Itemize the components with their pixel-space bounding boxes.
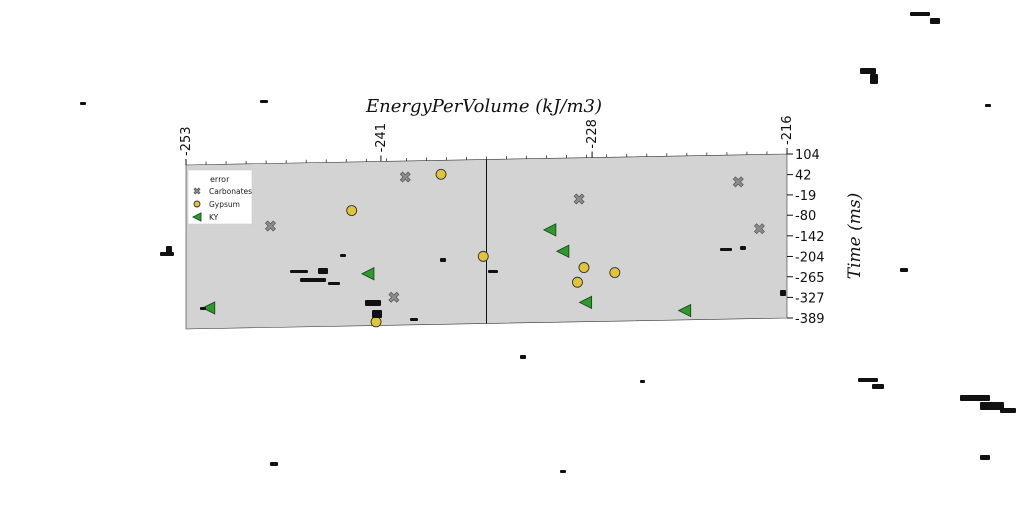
- legend-marker-gypsum: [193, 200, 201, 208]
- y-tick-label: 42: [795, 169, 812, 184]
- data-point-gypsum: [477, 250, 489, 262]
- y-tick-label: -204: [795, 250, 825, 265]
- data-point-carbonates: [573, 193, 585, 205]
- noise-speck: [270, 462, 278, 466]
- legend-title: error: [210, 175, 230, 184]
- noise-speck: [372, 310, 382, 318]
- noise-speck: [930, 18, 940, 24]
- noise-speck: [200, 307, 206, 310]
- data-point-ky: [360, 267, 375, 281]
- noise-speck: [328, 282, 340, 285]
- noise-speck: [720, 248, 732, 251]
- noise-speck: [985, 104, 991, 107]
- data-point-carbonates: [264, 220, 276, 232]
- y-axis-label: Time (ms): [845, 193, 865, 279]
- noise-speck: [166, 246, 172, 254]
- noise-speck: [260, 100, 268, 103]
- noise-speck: [160, 252, 174, 256]
- data-point-carbonates: [388, 291, 400, 303]
- data-point-gypsum: [609, 267, 621, 279]
- legend-label: Carbonates: [209, 187, 252, 196]
- noise-speck: [340, 254, 346, 257]
- noise-speck: [872, 384, 884, 389]
- noise-speck: [980, 402, 1004, 410]
- legend-label: Gypsum: [209, 200, 240, 209]
- noise-speck: [870, 74, 878, 84]
- x-tick-label: -228: [585, 119, 600, 149]
- y-tick-label: -19: [795, 189, 816, 204]
- noise-speck: [900, 268, 908, 272]
- data-point-gypsum: [370, 316, 382, 328]
- noise-speck: [780, 290, 786, 296]
- y-tick-label: 104: [795, 148, 820, 163]
- x-axis-label: EnergyPerVolume (kJ/m3): [365, 96, 602, 117]
- noise-speck: [365, 300, 381, 306]
- x-tick-label: -241: [374, 123, 389, 153]
- data-point-gypsum: [578, 262, 590, 273]
- noise-speck: [300, 278, 326, 282]
- noise-speck: [860, 68, 876, 74]
- noise-speck: [560, 470, 566, 473]
- legend-marker-carbonates: [193, 187, 201, 195]
- legend-label: KY: [209, 213, 219, 222]
- noise-speck: [80, 102, 86, 105]
- data-point-ky: [677, 303, 692, 318]
- noise-speck: [290, 270, 308, 273]
- noise-speck: [960, 395, 990, 401]
- noise-speck: [488, 270, 498, 273]
- data-point-carbonates: [732, 176, 744, 188]
- y-tick-label: -265: [795, 271, 825, 286]
- noise-speck: [980, 455, 990, 460]
- noise-speck: [440, 258, 446, 262]
- noise-speck: [318, 268, 328, 274]
- data-point-carbonates: [753, 223, 765, 235]
- x-tick-label: -253: [179, 126, 194, 156]
- noise-speck: [640, 380, 645, 383]
- legend: error Carbonates Gypsum KY: [187, 169, 253, 225]
- data-point-ky: [201, 301, 216, 315]
- data-point-ky: [578, 295, 593, 310]
- plot-area: [185, 153, 788, 330]
- noise-speck: [910, 12, 930, 16]
- y-tick-label: -389: [795, 312, 825, 327]
- data-point-gypsum: [572, 276, 583, 288]
- x-tick-label: -216: [780, 115, 795, 145]
- y-tick-label: -327: [795, 291, 825, 306]
- data-point-ky: [555, 244, 570, 258]
- data-point-gypsum: [346, 205, 358, 216]
- noise-speck: [858, 378, 878, 382]
- y-tick-label: -142: [795, 230, 825, 245]
- noise-speck: [740, 246, 746, 250]
- data-point-ky: [542, 223, 557, 237]
- legend-marker-ky: [191, 212, 202, 222]
- noise-speck: [1000, 408, 1016, 413]
- data-point-carbonates: [399, 171, 411, 183]
- data-point-gypsum: [435, 168, 447, 180]
- y-tick-label: -80: [795, 209, 816, 224]
- noise-speck: [410, 318, 418, 321]
- noise-speck: [520, 355, 526, 359]
